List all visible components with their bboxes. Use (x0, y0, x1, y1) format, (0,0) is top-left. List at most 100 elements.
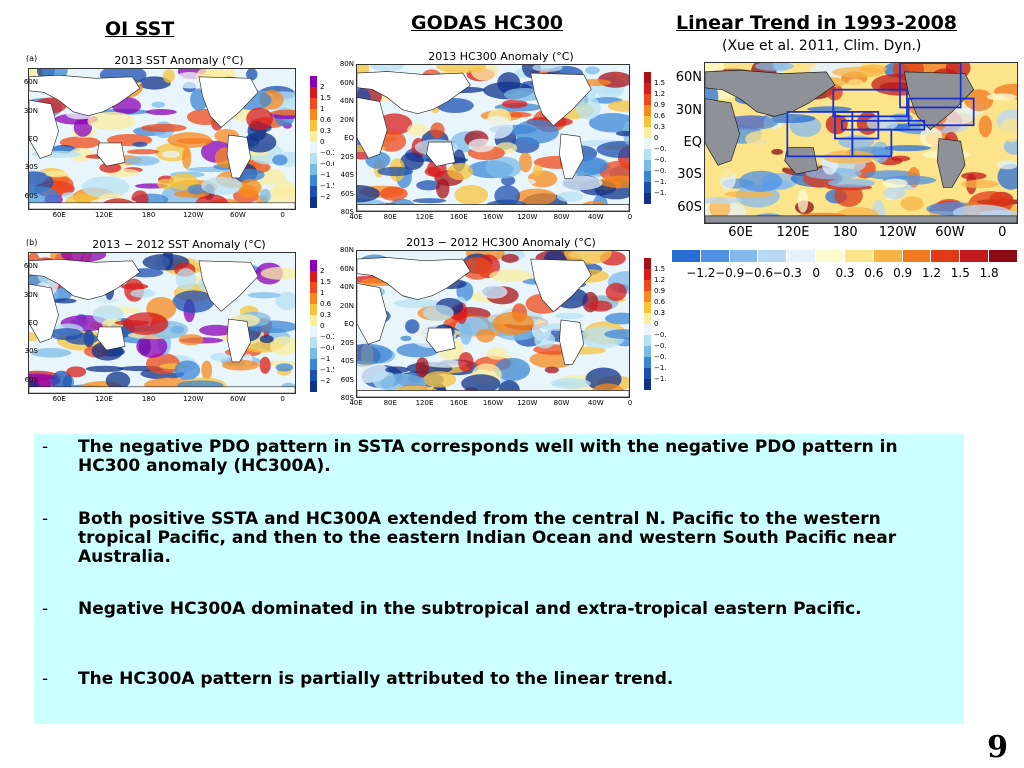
colorbar-label: 1.5 (654, 265, 666, 273)
lat-tick-label: 60N (24, 262, 38, 271)
trend-colorbar-label: 0.3 (835, 266, 855, 280)
colorbar-label: −0.6 (654, 156, 666, 164)
trend-colorbar-label: −0.3 (772, 266, 802, 280)
colorbar-label: −0.3 (320, 149, 334, 157)
lat-tick-label: 40N (339, 97, 354, 105)
trend-colorbar-label: 1.2 (921, 266, 942, 280)
lat-tick-label: 60N (339, 78, 354, 87)
colorbar-label: 1 (320, 289, 325, 297)
lon-tick-label: 40W (587, 213, 604, 221)
trend-colorbar-label: 0.9 (893, 266, 913, 280)
colorbar (310, 76, 317, 208)
lat-tick-label: 60S (24, 375, 38, 384)
lon-tick-label: 60W (230, 395, 246, 403)
lon-tick-label: 120E (776, 225, 810, 240)
lon-tick-label: 120E (415, 399, 434, 407)
panel-title: 2013 HC300 Anomaly (°C) (428, 50, 574, 63)
trend-colorbar (672, 250, 1018, 262)
panel-title: 2013 SST Anomaly (°C) (114, 54, 244, 67)
lon-tick-label: 180 (141, 211, 156, 219)
lon-tick-label: 60E (52, 395, 66, 403)
linear-trend-header: Linear Trend in 1993-2008 (676, 12, 958, 34)
lat-tick-label: 80S (340, 208, 354, 216)
trend-colorbar-labels: −1.2 −0.9 −0.6 −0.3 0 0.3 0.6 0.9 1.2 1.5 1.8 (672, 266, 1018, 282)
colorbar-label: 1.5 (654, 79, 666, 87)
colorbar-label: −0.6 (654, 342, 666, 350)
colorbar-label: 0 (320, 138, 325, 146)
lon-tick-label: 60E (728, 225, 753, 240)
lon-tick-label: 160W (482, 399, 504, 407)
colorbar-label: −2 (320, 193, 331, 201)
colorbar-label: −1 (320, 355, 331, 363)
lon-tick-label: 40E (349, 399, 363, 407)
colorbar-label: 2 (320, 267, 325, 275)
lat-tick-label: 40S (340, 357, 354, 365)
colorbar-label: 0.6 (320, 300, 332, 308)
colorbar-label: 0 (654, 134, 659, 142)
colorbar-label: 0.9 (654, 287, 666, 295)
godas-hc300-header: GODAS HC300 (411, 12, 564, 34)
colorbar-label: −1 (320, 171, 331, 179)
trend-colorbar-label: −1.2 (686, 266, 716, 280)
hc300-diff-map (356, 250, 630, 398)
colorbar-label: 0 (320, 322, 325, 330)
panel-title: 2013 − 2012 SST Anomaly (°C) (92, 238, 266, 251)
lon-tick-label: 80W (553, 213, 570, 221)
colorbar-label: 1.2 (654, 90, 666, 98)
lat-tick-label: EQ (344, 320, 354, 328)
linear-trend-map (704, 62, 1018, 224)
panel-label: (b) (26, 238, 38, 247)
lon-tick-label: 180 (832, 225, 858, 240)
colorbar (644, 258, 651, 390)
lat-tick-label: 30S (24, 347, 38, 356)
colorbar-label: 1.5 (320, 278, 332, 286)
lon-tick-label: 120W (517, 399, 538, 407)
lat-tick-label: 80S (340, 394, 354, 402)
lat-tick-label: 30S (24, 163, 38, 172)
lon-tick-label: 120W (517, 213, 538, 221)
sst-2013-panel: (a) 2013 SST Anomaly (°C) 60N 30N EQ 30S 60S… (24, 52, 334, 230)
lat-tick-label: 60N (339, 264, 354, 273)
lon-tick-label: 160E (449, 399, 468, 407)
colorbar-label: 0.3 (654, 123, 666, 131)
lat-tick-label: 20N (339, 301, 354, 310)
lon-tick-label: 0 (280, 211, 285, 219)
lon-tick-label: 160E (449, 213, 468, 221)
lat-tick-label: 20S (340, 152, 354, 161)
lat-tick-label: 20N (339, 115, 354, 124)
panel-label: (a) (26, 54, 38, 63)
lat-tick-label: 60S (340, 189, 354, 198)
colorbar-label: −1.2 (654, 364, 666, 372)
lat-tick-label: EQ (683, 135, 702, 150)
lat-tick-label: EQ (344, 134, 354, 142)
lon-tick-label: 60E (52, 211, 66, 219)
lon-tick-label: 40E (349, 213, 363, 221)
colorbar-label: 2 (320, 83, 325, 91)
lat-tick-label: 30S (677, 167, 702, 183)
colorbar-label: 1.5 (320, 94, 332, 102)
lon-tick-label: 180 (141, 395, 156, 403)
lat-tick-label: 30N (675, 102, 702, 118)
lat-tick-label: 40N (339, 283, 354, 291)
oi-sst-header: OI SST (105, 18, 175, 40)
bullet-dash: - (42, 669, 49, 689)
colorbar-label: 0.6 (654, 112, 666, 120)
lat-tick-label: 60N (24, 78, 38, 87)
lon-tick-label: 80W (553, 399, 570, 407)
bullet-text: Negative HC300A dominated in the subtrop… (78, 599, 862, 619)
colorbar-label: −0.6 (320, 160, 334, 168)
lat-tick-label: 80N (339, 246, 354, 254)
colorbar-label: 1 (320, 105, 325, 113)
lon-tick-label: 0 (280, 395, 285, 403)
trend-boxes (786, 63, 975, 158)
lat-tick-label: EQ (28, 135, 38, 143)
page-number: 9 (987, 730, 1008, 765)
colorbar-label: −2 (320, 377, 331, 385)
lat-tick-label: 60S (24, 191, 38, 200)
colorbar-label: −0.3 (320, 333, 334, 341)
bullet-text: The negative PDO pattern in SSTA corresp… (78, 437, 898, 476)
lon-tick-label: 80E (383, 213, 397, 221)
hc300-diff-panel: 2013 − 2012 HC300 Anomaly (°C) 80N 60N 40N… (336, 232, 666, 412)
colorbar-label: −0.3 (654, 145, 666, 153)
lon-tick-label: 120E (95, 211, 113, 219)
